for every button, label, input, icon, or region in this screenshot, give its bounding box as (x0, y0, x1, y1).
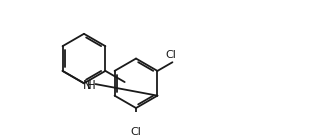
Text: N: N (83, 79, 92, 92)
Text: H: H (87, 79, 96, 92)
Text: Cl: Cl (131, 127, 142, 136)
Text: Cl: Cl (165, 50, 176, 60)
